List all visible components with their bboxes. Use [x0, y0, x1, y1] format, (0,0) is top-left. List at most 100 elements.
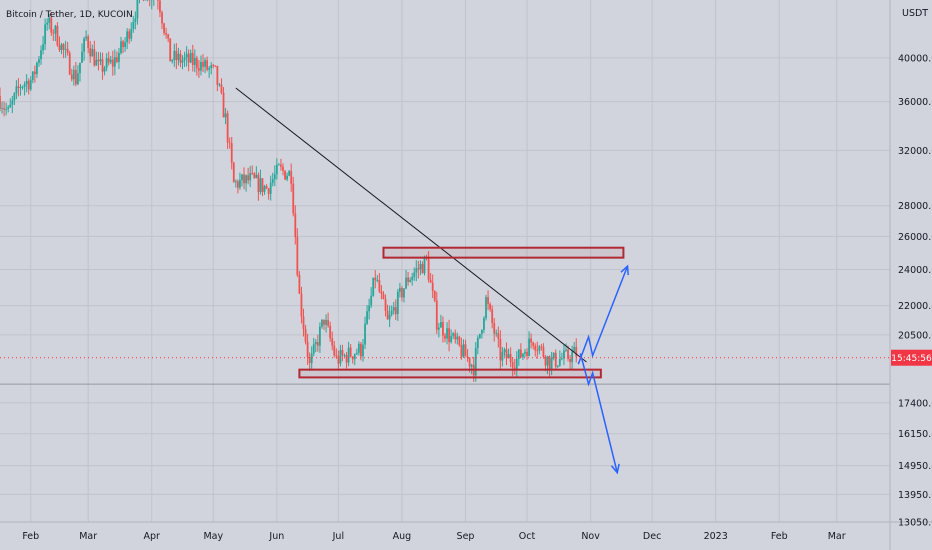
candle-body — [19, 87, 22, 88]
candle-body — [40, 50, 42, 60]
candle-body — [417, 268, 420, 270]
candle-body — [294, 213, 297, 238]
bearish-projection-arrow-arrowhead — [610, 463, 620, 475]
candle-body — [353, 354, 356, 360]
candle-body — [483, 318, 485, 330]
candle-body — [255, 174, 258, 178]
candle-body — [31, 71, 34, 80]
candle-body — [282, 166, 284, 171]
candle-body — [193, 57, 196, 65]
candle-body — [216, 65, 219, 85]
time-tick-label: Mar — [828, 531, 846, 542]
candle-body — [335, 355, 338, 357]
candle-body — [522, 353, 524, 358]
candle-body — [415, 268, 418, 273]
candle-body — [253, 173, 256, 178]
candle-body — [519, 349, 522, 358]
candle-body — [52, 32, 55, 34]
candle-body — [394, 307, 397, 315]
candle-body — [72, 70, 75, 80]
candle-body — [79, 62, 81, 74]
grid — [0, 0, 890, 523]
candle-body — [275, 164, 278, 175]
candle-body — [423, 256, 426, 274]
candle-body — [42, 44, 44, 51]
candle-body — [60, 44, 63, 51]
candle-body — [396, 291, 399, 315]
candle-body — [314, 342, 317, 345]
candle-body — [111, 59, 114, 67]
candle-body — [452, 333, 455, 336]
candle-body — [308, 356, 311, 364]
candle-body — [327, 320, 330, 326]
candle-body — [183, 57, 186, 61]
candle-body — [306, 341, 309, 357]
candle-body — [44, 24, 47, 45]
candle-body — [550, 358, 553, 370]
candle-body — [222, 92, 225, 118]
candle-body — [501, 352, 504, 361]
candle-body — [161, 12, 163, 24]
candle-body — [386, 310, 389, 320]
candle-body — [214, 65, 217, 67]
candle-body — [115, 57, 118, 62]
time-tick-label: Mar — [79, 531, 97, 542]
candle-body — [489, 303, 492, 310]
candle-body — [163, 23, 165, 33]
candle-body — [316, 342, 319, 346]
candle-body — [368, 305, 371, 312]
drawings — [0, 87, 890, 475]
candle-body — [0, 95, 1, 109]
candle-body — [444, 335, 446, 339]
candle-body — [243, 174, 245, 184]
candle-body — [271, 179, 274, 183]
candle-body — [247, 175, 250, 181]
candle-body — [230, 143, 233, 163]
candle-body — [232, 162, 235, 183]
candle-body — [200, 61, 202, 71]
time-tick-label: Sep — [457, 531, 475, 542]
candle-body — [403, 288, 405, 298]
bullish-projection-arrow — [577, 265, 629, 365]
candle-body — [448, 328, 451, 343]
candle-body — [165, 32, 168, 35]
candle-body — [464, 344, 467, 357]
candle-body — [362, 344, 364, 357]
candle-body — [136, 0, 139, 19]
candle-body — [13, 93, 16, 101]
candle-body — [526, 351, 528, 356]
price-tick-label: 13050.0 — [898, 518, 932, 529]
candle-body — [109, 59, 112, 63]
candle-body — [191, 52, 194, 65]
candle-body — [167, 34, 170, 39]
candle-body — [390, 310, 393, 315]
candle-body — [573, 346, 576, 352]
candle-body — [312, 344, 315, 354]
candle-body — [499, 338, 502, 361]
candle-body — [198, 68, 200, 71]
candle-body — [68, 53, 71, 75]
candle-body — [505, 349, 508, 359]
candle-body — [204, 60, 206, 67]
candle-body — [206, 60, 209, 70]
price-tick-label: 28000.0 — [898, 201, 932, 212]
time-tick-label: Jul — [332, 531, 344, 542]
time-tick-label: May — [203, 531, 223, 542]
candle-body — [304, 329, 307, 342]
candle-body — [259, 178, 262, 193]
currency-label: USDT — [902, 8, 928, 19]
candle-body — [132, 21, 135, 29]
candle-body — [360, 343, 362, 357]
price-tick-label: 16150.0 — [898, 429, 932, 440]
candle-body — [388, 314, 391, 320]
candle-body — [210, 65, 213, 69]
candle-body — [267, 188, 270, 194]
last-price-marker: 15:45:56 — [0, 349, 932, 366]
candle-body — [333, 345, 336, 356]
candle-body — [378, 280, 381, 292]
candle-body — [325, 320, 327, 325]
candle-body — [474, 348, 477, 376]
candle-body — [575, 346, 578, 357]
